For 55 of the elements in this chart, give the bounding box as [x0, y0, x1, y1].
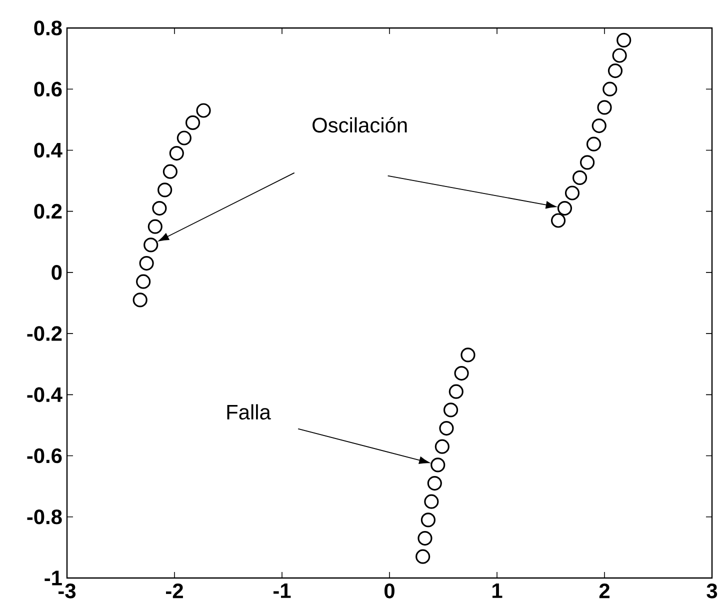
point: [185, 115, 200, 130]
point: [602, 82, 618, 96]
point: [454, 366, 469, 381]
point: [424, 494, 439, 509]
y-tick-label: 0.4: [34, 142, 62, 158]
point: [439, 420, 454, 436]
point: [420, 512, 436, 528]
point: [608, 63, 623, 78]
point: [434, 439, 450, 454]
y-tick-label: -0.8: [27, 509, 62, 524]
point: [592, 118, 606, 134]
point: [158, 182, 172, 198]
y-tick-label: -0.2: [27, 326, 62, 341]
point: [144, 238, 158, 252]
x-tick-label: 2: [599, 584, 610, 598]
point: [572, 170, 588, 186]
point: [443, 402, 458, 418]
y-tick-label: -0.6: [27, 448, 62, 464]
y-tick-label: 0.6: [34, 82, 62, 97]
y-tick-label: -1: [44, 570, 62, 586]
point: [430, 458, 446, 472]
point: [550, 213, 566, 228]
point: [586, 136, 602, 152]
point: [136, 274, 151, 289]
x-tick-label: 3: [706, 584, 718, 598]
point: [152, 200, 167, 216]
annotation: Falla: [227, 404, 271, 420]
point: [169, 146, 184, 161]
point: [580, 155, 595, 170]
point: [564, 186, 580, 200]
annotation: Oscilación: [312, 116, 407, 133]
point: [616, 32, 632, 48]
point: [460, 348, 476, 362]
point: [418, 530, 432, 546]
point: [139, 256, 154, 271]
y-tick-label: 0.2: [34, 204, 62, 219]
x-tick-label: -2: [166, 584, 183, 598]
x-tick-label: 0: [384, 584, 394, 598]
point: [427, 476, 442, 491]
point: [612, 48, 627, 63]
point: [416, 549, 430, 564]
y-tick-label: 0.8: [34, 20, 62, 36]
point: [448, 384, 464, 399]
x-tick-label: 1: [492, 584, 502, 598]
x-tick-label: -1: [274, 584, 291, 598]
point: [557, 200, 572, 216]
point: [196, 103, 211, 118]
x-tick-label: -3: [58, 584, 76, 598]
point: [148, 219, 162, 234]
point: [132, 292, 148, 308]
point: [176, 130, 192, 146]
point: [597, 100, 612, 115]
y-tick-label: 0: [52, 265, 62, 280]
y-tick-label: -0.4: [27, 387, 62, 402]
point: [162, 164, 178, 179]
